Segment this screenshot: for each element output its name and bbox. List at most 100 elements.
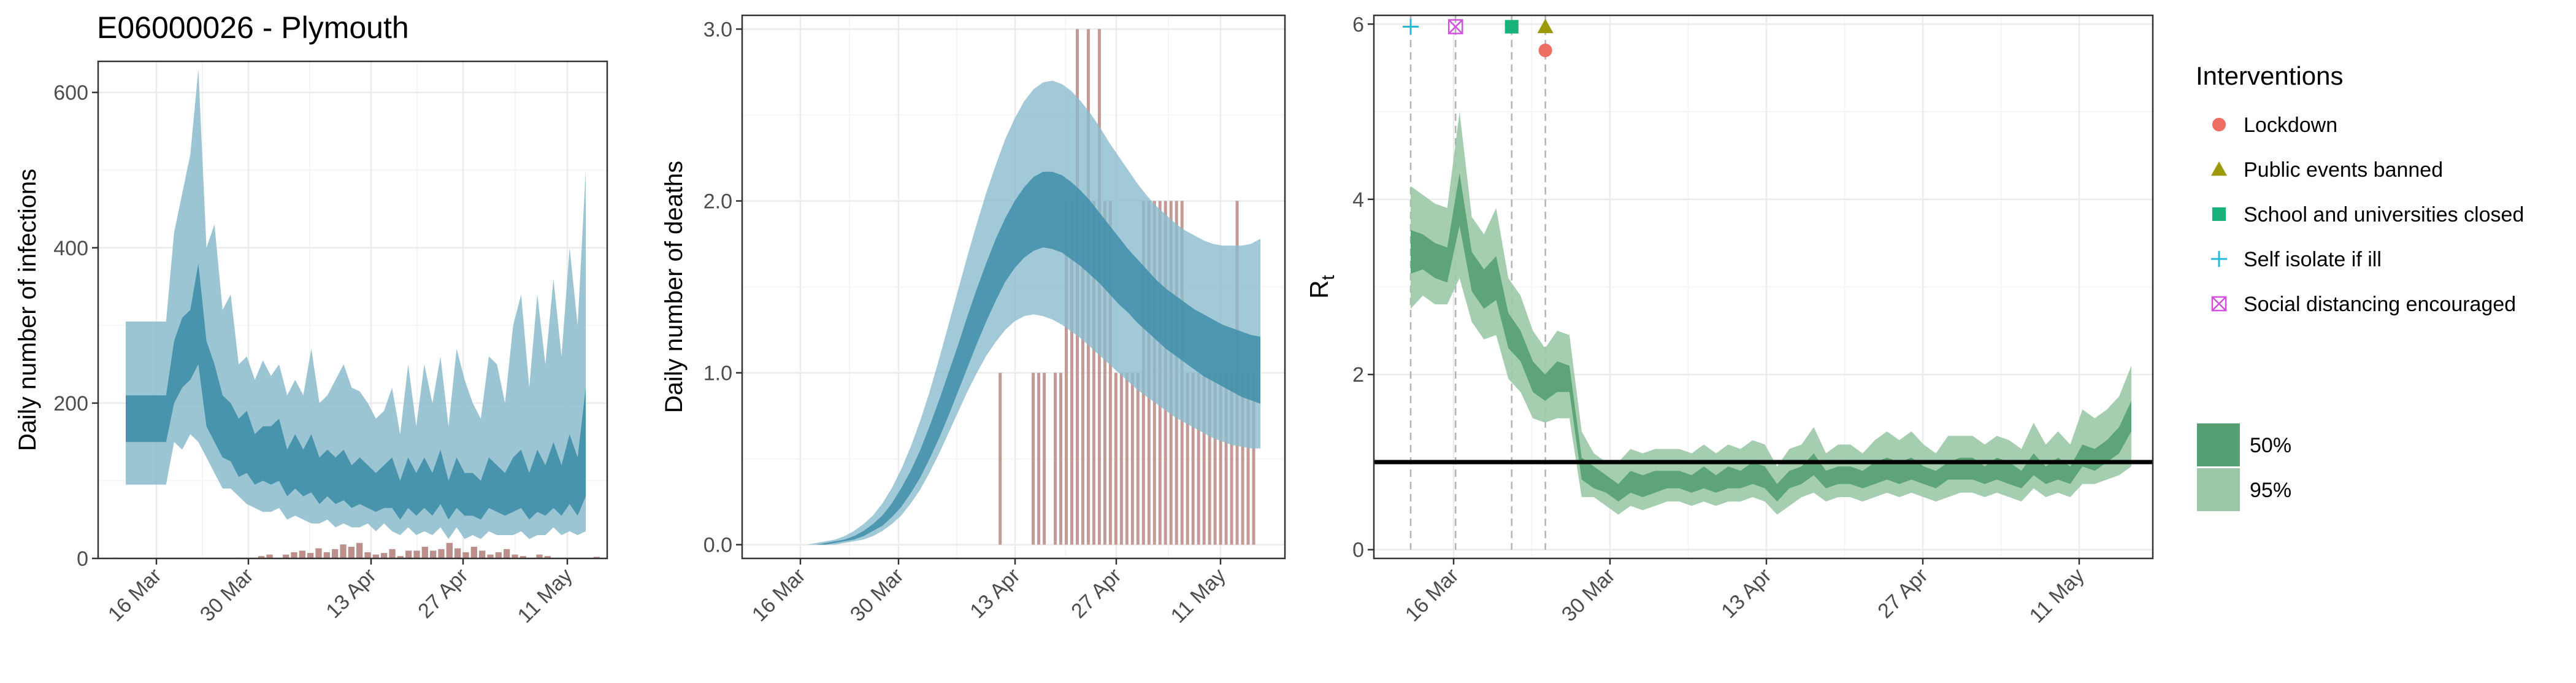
infection-bar <box>536 554 543 558</box>
death-bar <box>1202 372 1206 545</box>
x-tick-label: 30 Mar <box>196 564 258 627</box>
legend-title: Interventions <box>2196 61 2343 90</box>
death-bar <box>999 372 1002 545</box>
x-tick-label: 16 Mar <box>1401 564 1463 627</box>
y-tick-label: 0.0 <box>703 534 732 557</box>
death-bar <box>1037 372 1041 545</box>
infection-bar <box>258 556 265 558</box>
death-bar <box>1246 372 1250 545</box>
death-bar <box>1103 201 1106 545</box>
infection-bar <box>479 550 486 558</box>
page-title: E06000026 - Plymouth <box>97 10 409 45</box>
infection-bar <box>307 553 314 558</box>
infection-bar <box>413 550 420 558</box>
legend-key-social_distancing <box>2212 296 2226 311</box>
x-tick-label: 11 May <box>513 564 577 628</box>
infection-bar <box>372 554 379 558</box>
y-tick-label: 1.0 <box>703 362 732 385</box>
intervention-marker <box>1537 18 1554 33</box>
y-tick-label: 2.0 <box>703 190 732 213</box>
death-bar <box>1191 372 1195 545</box>
death-bar <box>1032 372 1035 545</box>
x-tick-label: 13 Apr <box>1717 564 1776 623</box>
y-tick-label: 400 <box>53 237 88 260</box>
x-tick-label: 27 Apr <box>413 564 472 623</box>
death-bar <box>1125 372 1129 545</box>
death-bar <box>1081 201 1084 545</box>
death-bar <box>1043 372 1046 545</box>
infection-bar <box>430 550 437 558</box>
infection-bar <box>323 552 330 558</box>
y-axis-title-subscript: t <box>1318 275 1338 280</box>
death-bar <box>1065 201 1068 545</box>
death-bar <box>1213 372 1217 545</box>
infection-bar <box>495 552 502 558</box>
x-tick-label: 27 Apr <box>1067 564 1125 623</box>
legend-ci-label: 95% <box>2250 479 2291 502</box>
death-bar <box>1208 372 1211 545</box>
legend-label: School and universities closed <box>2244 203 2524 226</box>
legend-key-public_events <box>2211 161 2227 176</box>
infection-bar <box>405 550 412 558</box>
death-bar <box>1252 372 1255 545</box>
y-axis-title: Daily number of deaths <box>661 161 688 413</box>
deaths-panel: 0.0 1.0 2.0 3.0 16 Mar 30 Mar 13 Apr 27 Apr 11 M… <box>661 14 1286 628</box>
legend-label: Public events banned <box>2244 158 2443 182</box>
rt-ci50-band <box>1411 172 2131 502</box>
rt-panel: 0 2 4 6 16 Mar 30 Mar 13 Apr 27 Apr 11 May Rt <box>1305 13 2154 628</box>
death-bar <box>1130 372 1134 545</box>
death-bar <box>1186 372 1189 545</box>
infection-bar <box>381 553 388 558</box>
infection-bar <box>544 556 551 558</box>
y-tick-label: 200 <box>53 392 88 415</box>
x-tick-label: 30 Mar <box>846 564 908 627</box>
panel-border <box>1373 14 2154 560</box>
x-tick-label: 30 Mar <box>1557 564 1620 627</box>
infection-bar <box>397 556 404 558</box>
x-tick-label: 13 Apr <box>965 564 1024 623</box>
death-bar <box>1054 372 1057 545</box>
legend-key-school <box>2212 207 2226 222</box>
interventions-legend: Interventions Lockdown Public events banne… <box>2196 61 2524 511</box>
death-bar <box>1070 201 1073 545</box>
death-bar <box>1241 372 1244 545</box>
infection-bar <box>364 552 371 558</box>
legend-swatch-rt_95 <box>2197 468 2240 511</box>
ci50-band <box>797 171 1260 545</box>
ci50-band <box>126 263 586 520</box>
infection-bar <box>446 542 453 558</box>
infection-bar <box>283 554 289 558</box>
death-bar <box>1219 372 1222 545</box>
y-tick-label: 0 <box>77 547 88 571</box>
intervention-marker <box>1403 18 1419 35</box>
legend-swatch-rt_50 <box>2197 423 2240 466</box>
intervention-marker <box>1448 19 1463 34</box>
infection-bar <box>356 542 363 558</box>
infection-bar <box>389 549 396 558</box>
legend-label: Social distancing encouraged <box>2244 293 2516 316</box>
ci95-band <box>797 80 1260 545</box>
infection-bar <box>504 549 510 558</box>
infection-bar <box>332 549 339 558</box>
death-bar <box>1119 372 1123 545</box>
legend-label: Lockdown <box>2244 114 2337 137</box>
infection-bar <box>470 547 477 558</box>
y-tick-label: 2 <box>1352 363 1364 387</box>
legend-ci-label: 50% <box>2250 434 2291 457</box>
intervention-marker <box>1538 44 1552 58</box>
infection-bar <box>340 544 347 558</box>
x-tick-label: 16 Mar <box>748 564 810 627</box>
legend-key-social_distancing <box>2211 296 2227 312</box>
infections-panel: 0 200 400 600 16 Mar 30 Mar 13 Apr 27 Apr 11 May… <box>14 60 608 628</box>
infection-bar <box>315 548 322 558</box>
death-bar <box>1114 372 1117 545</box>
intervention-marker <box>1505 20 1519 34</box>
y-tick-label: 3.0 <box>703 18 732 41</box>
infection-bar <box>519 556 526 558</box>
infection-bar <box>512 554 518 558</box>
y-tick-label: 6 <box>1352 13 1364 36</box>
infection-bar <box>299 550 305 558</box>
y-axis-title: Daily number of infections <box>14 169 41 451</box>
death-bar <box>1224 372 1228 545</box>
